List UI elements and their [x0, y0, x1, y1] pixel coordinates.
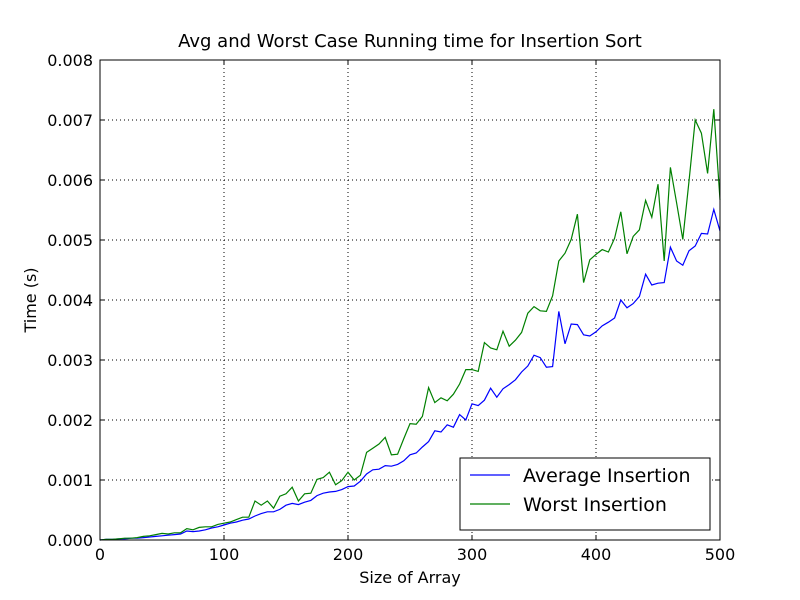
plot-frame: [99, 59, 721, 541]
legend-label: Worst Insertion: [523, 494, 667, 516]
y-tick-label: 0.007: [47, 111, 93, 130]
chart-title: Avg and Worst Case Running time for Inse…: [178, 31, 642, 52]
y-tick-label: 0.001: [47, 471, 93, 490]
x-tick-label: 300: [457, 545, 488, 564]
data-line: [99, 109, 721, 541]
y-tick-label: 0.000: [47, 531, 93, 550]
x-tick-label: 500: [705, 545, 736, 564]
x-tick-label: 100: [209, 545, 240, 564]
y-tick-label: 0.004: [47, 291, 93, 310]
data-line: [99, 207, 721, 541]
y-axis-label: Time (s): [21, 267, 40, 333]
x-tick-label: 0: [95, 545, 105, 564]
y-tick-label: 0.003: [47, 351, 93, 370]
y-tick-label: 0.002: [47, 411, 93, 430]
y-tick-label: 0.005: [47, 231, 93, 250]
x-tick-label: 400: [581, 545, 612, 564]
x-tick-label: 200: [333, 545, 364, 564]
legend-label: Average Insertion: [523, 465, 691, 487]
legend-box: [459, 457, 711, 531]
y-tick-label: 0.008: [47, 51, 93, 70]
x-axis-label: Size of Array: [359, 568, 461, 587]
y-tick-label: 0.006: [47, 171, 93, 190]
